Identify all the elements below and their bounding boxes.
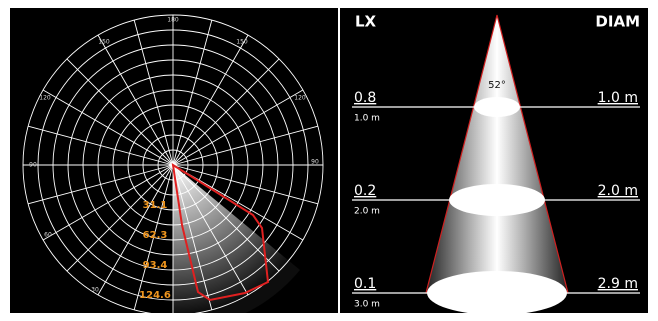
angle-label: 60 [44,232,52,239]
intensity-curve [171,163,270,302]
polar-spoke [172,164,280,272]
cone-labels: LX DIAM 52° 0.8 1.0 m 1.0 m 0.2 2.0 m 2.0 m 0.… [352,13,640,315]
angle-label: 120 [294,95,306,102]
distance: 3.0 m [354,300,380,310]
polar-spoke [133,164,174,311]
polar-spoke [172,89,304,166]
angle-label: 180 [167,17,179,24]
diam-header: DIAM [595,13,640,31]
beam-spot [449,184,545,216]
polar-spoke [27,125,174,166]
polar-spoke [172,58,280,166]
beam-spot [427,271,567,315]
polar-spoke [42,89,174,166]
lux-value: 0.1 [354,276,376,292]
polar-spoke [66,58,174,166]
intensity-label: 93.4 [143,260,168,271]
polar-spoke [172,125,319,166]
intensity-label: 124.6 [139,290,171,301]
lx-header: LX [355,13,377,31]
polar-spoke [66,164,174,272]
diameter: 2.9 m [598,276,638,292]
polar-spoke [27,164,174,205]
angle-label: 90 [29,162,37,169]
beam-spot [474,97,520,117]
angle-label: 30 [91,287,99,294]
distance: 1.0 m [354,114,380,124]
polar-spoke [97,164,174,296]
angle-label: 150 [98,39,110,46]
beam-angle: 52° [488,80,506,91]
intensity-label: 31.1 [143,200,168,211]
lux-value: 0.2 [354,183,376,199]
diameter: 1.0 m [598,90,638,106]
polar-spoke [172,164,319,205]
angle-label: 150 [236,39,248,46]
polar-spoke [97,34,174,166]
polar-spoke [172,164,249,296]
distance: 2.0 m [354,207,380,217]
polar-spoke [42,164,174,241]
angle-label: 120 [39,95,51,102]
polar-spoke [172,34,249,166]
polar-diagram [22,14,324,313]
lux-value: 0.8 [354,90,376,106]
diameter: 2.0 m [598,183,638,199]
polar-spoke [133,19,174,166]
polar-spoke [172,164,213,311]
polar-spoke [172,19,213,166]
intensity-label: 62.3 [143,230,168,241]
angle-label: 90 [311,159,319,166]
